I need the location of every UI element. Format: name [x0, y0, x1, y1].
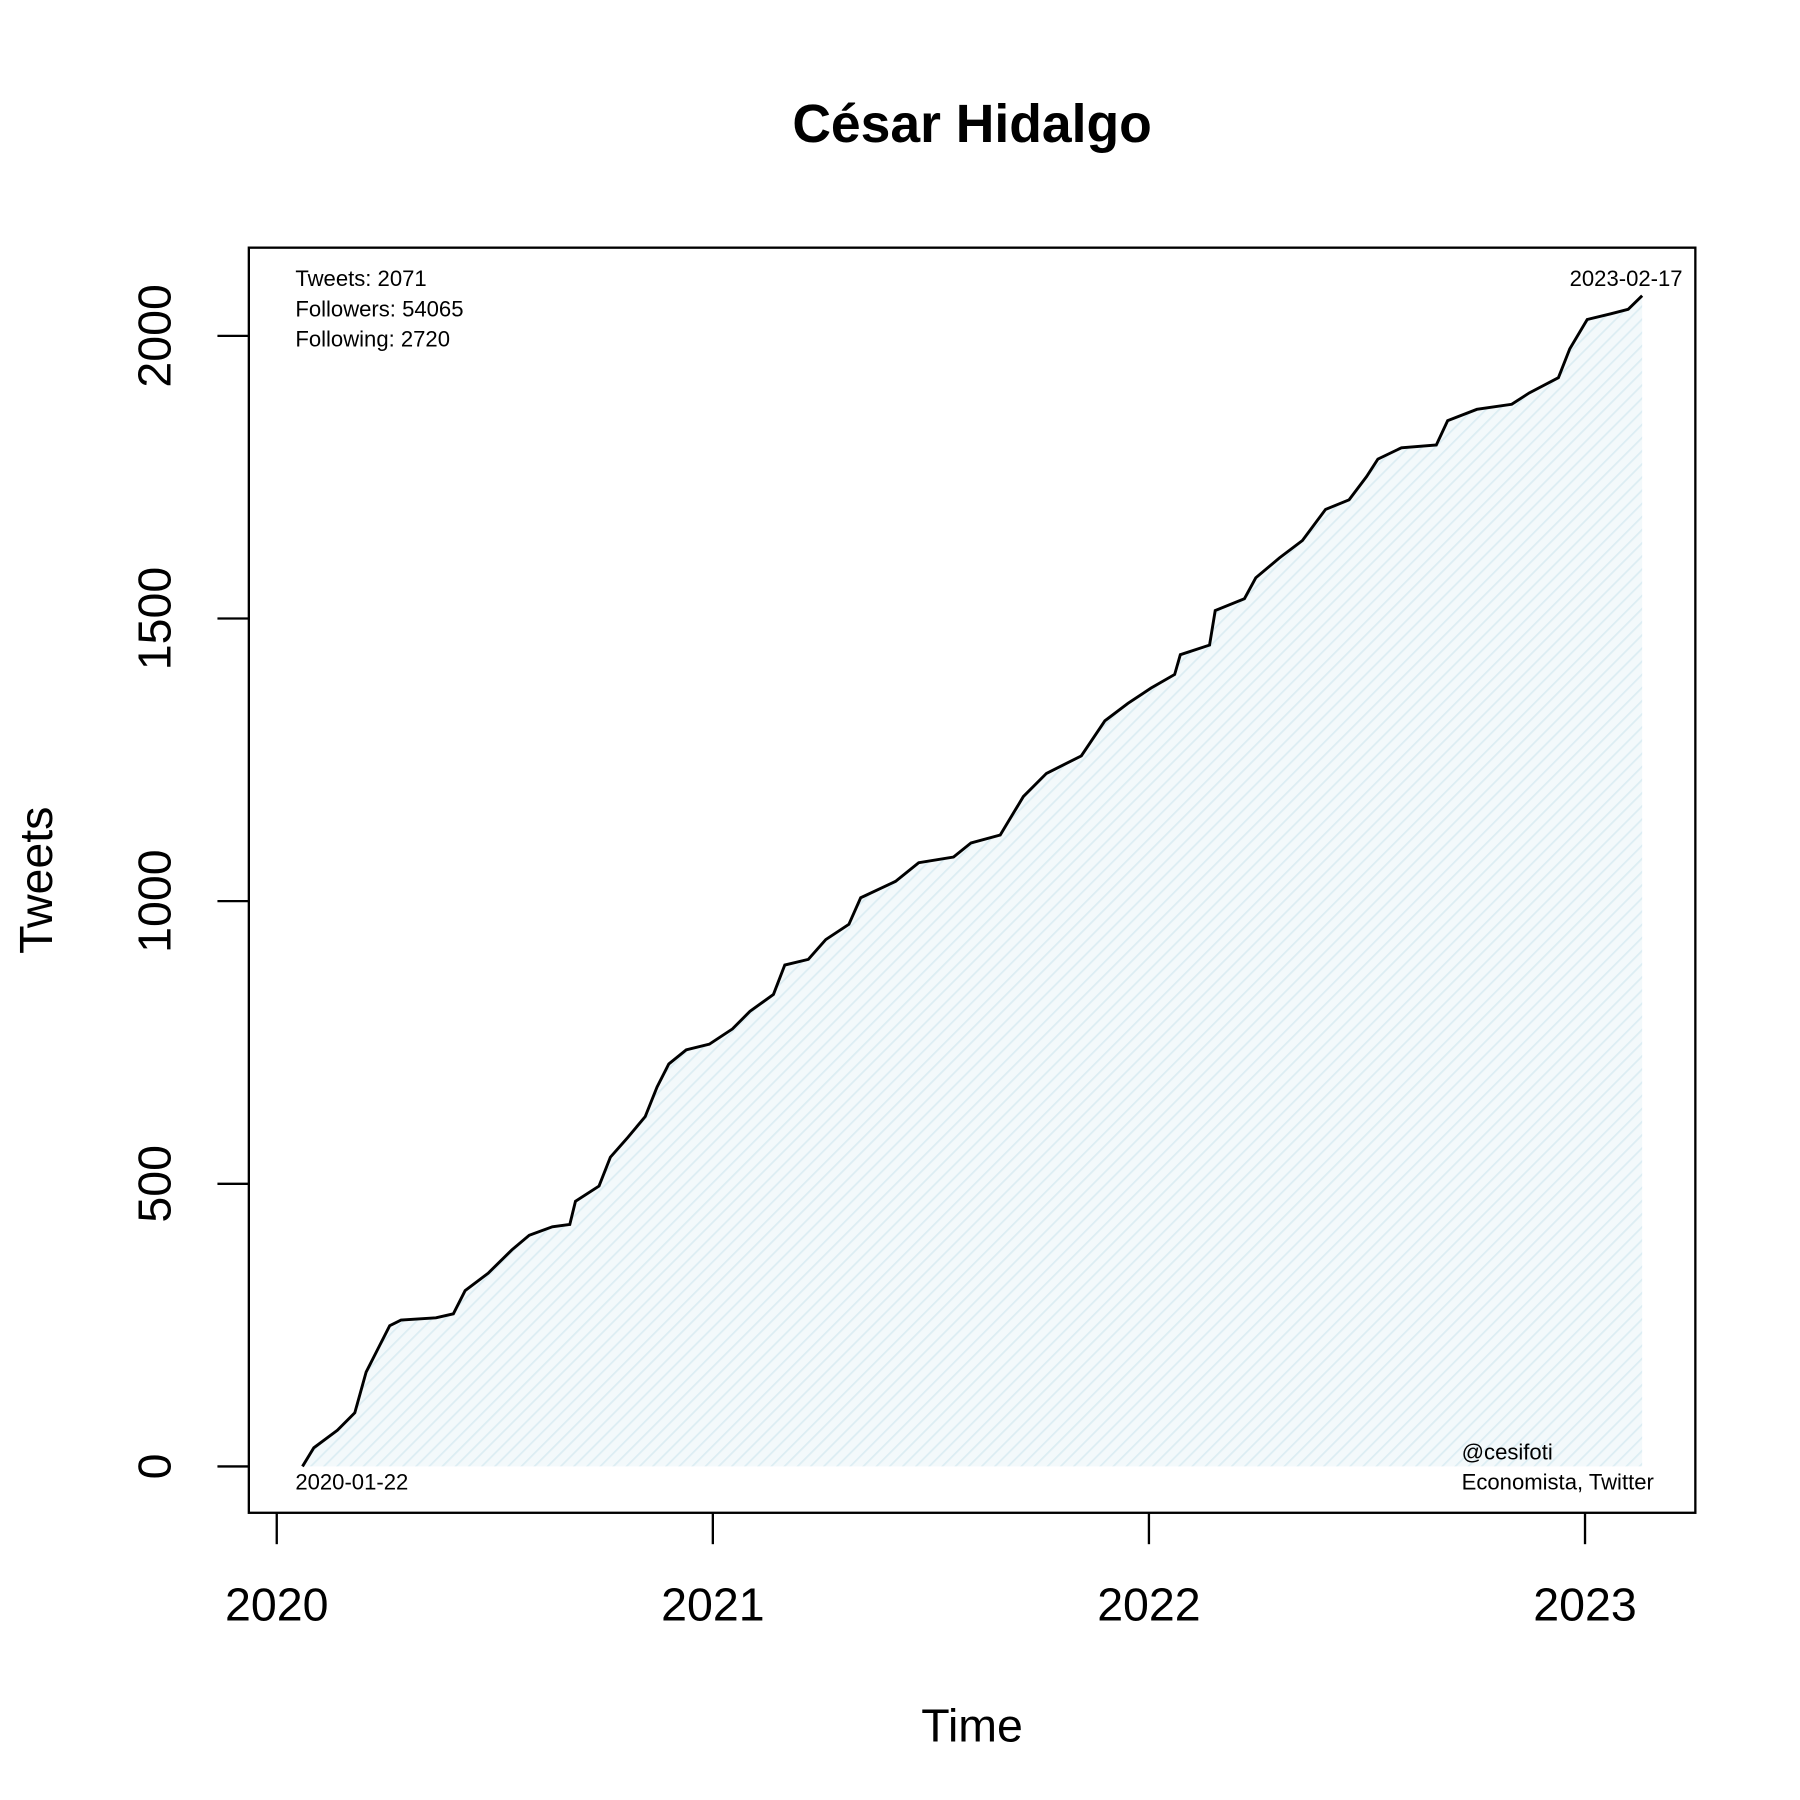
chart-title: César Hidalgo — [792, 95, 1152, 154]
y-tick-label: 0 — [128, 1453, 180, 1479]
annotation: Economista, Twitter — [1462, 1470, 1654, 1495]
x-tick-label: 2020 — [225, 1578, 328, 1630]
annotation: 2023-02-17 — [1570, 266, 1683, 291]
annotation: Followers: 54065 — [295, 296, 463, 321]
x-tick-label: 2022 — [1097, 1578, 1200, 1630]
y-tick-label: 2000 — [128, 284, 180, 387]
area — [302, 295, 1643, 1467]
y-tick-label: 500 — [128, 1145, 180, 1223]
x-tick-label: 2023 — [1533, 1578, 1636, 1630]
annotation: 2020-01-22 — [295, 1470, 408, 1495]
annotation: Tweets: 2071 — [295, 266, 426, 291]
y-tick-label: 1500 — [128, 567, 180, 670]
x-axis-label: Time — [921, 1699, 1023, 1751]
annotation: Following: 2720 — [295, 327, 450, 352]
y-tick-label: 1000 — [128, 849, 180, 952]
line — [301, 294, 1644, 1468]
annotation: @cesifoti — [1462, 1439, 1553, 1464]
x-tick-label: 2021 — [661, 1578, 764, 1630]
plot-frame — [247, 246, 1697, 1514]
y-axis-label: Tweets — [10, 807, 62, 954]
